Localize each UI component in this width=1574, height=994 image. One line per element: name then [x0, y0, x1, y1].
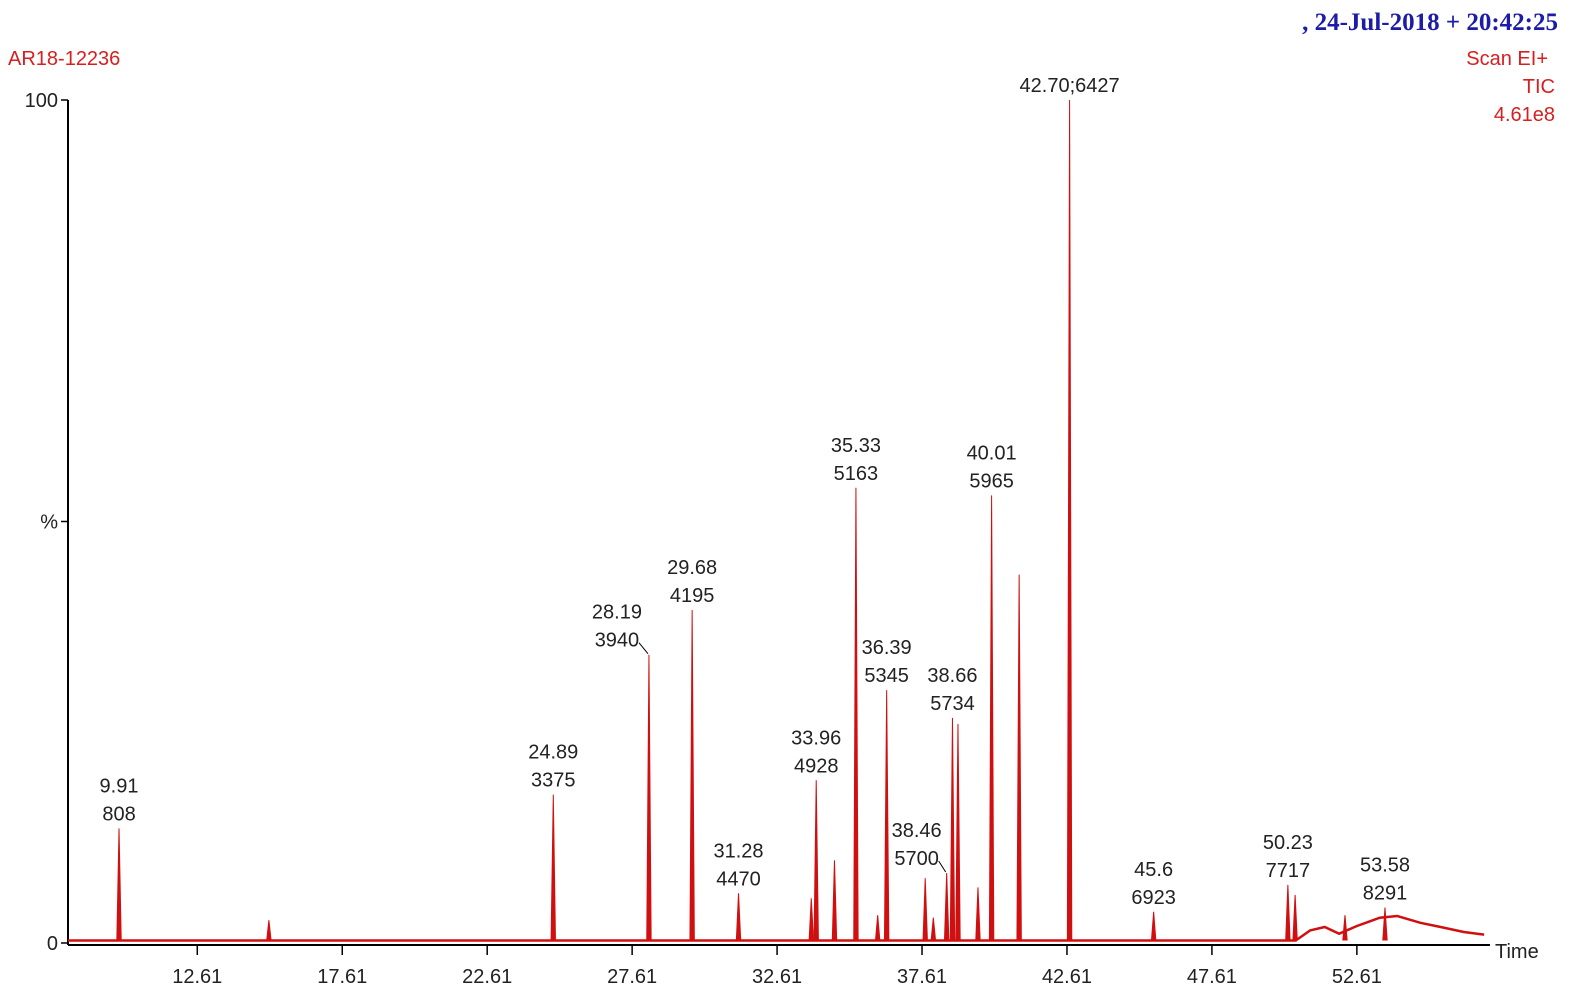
- peak-scan: 3375: [531, 770, 576, 792]
- peak-scan: 6923: [1131, 887, 1176, 909]
- peak-scan: 8291: [1363, 883, 1408, 905]
- peak-rt: 24.89: [528, 742, 578, 764]
- sample-id: AR18-12236: [8, 48, 120, 70]
- peak-scan: 5700: [894, 848, 939, 870]
- peak: [949, 717, 956, 941]
- peak: [646, 654, 652, 941]
- peak-rt: 38.46: [892, 820, 942, 842]
- max-intensity: 4.61e8: [1494, 104, 1555, 126]
- leader-line: [938, 860, 947, 873]
- peak: [1292, 894, 1298, 941]
- peak-rt: 28.19: [592, 602, 642, 624]
- peak: [831, 860, 838, 941]
- peak-scan: 4470: [716, 868, 761, 890]
- peak-rt: 50.23: [1263, 832, 1313, 854]
- peak-rt: 33.96: [791, 727, 841, 749]
- peak: [1342, 915, 1348, 941]
- peak: [922, 878, 928, 941]
- peak-rt: 38.66: [927, 665, 977, 687]
- peak: [735, 893, 742, 941]
- peak-rt: 36.39: [862, 637, 912, 659]
- peak: [1066, 99, 1073, 941]
- peak-scan: 5163: [834, 463, 879, 485]
- peak: [955, 723, 961, 941]
- peak-rt: 45.6: [1134, 859, 1173, 881]
- scan-mode: Scan EI+: [1466, 48, 1548, 70]
- peak: [808, 898, 814, 941]
- leader-line: [638, 642, 649, 655]
- peak-scan: 808: [102, 803, 135, 825]
- peak-scan: 6427: [1075, 75, 1120, 97]
- peak: [975, 887, 981, 941]
- baseline-trace: [68, 914, 1485, 942]
- peak-scan: 5345: [864, 665, 909, 687]
- trace-name: TIC: [1523, 76, 1555, 98]
- peak-rt: 31.28: [713, 840, 763, 862]
- peak: [1016, 574, 1022, 941]
- peak-scan: 5965: [969, 470, 1014, 492]
- peak: [930, 917, 937, 941]
- peak-rt: 29.68: [667, 557, 717, 579]
- header: , 24-Jul-2018 + 20:42:25: [1302, 9, 1558, 36]
- peak: [1285, 884, 1291, 941]
- peak-rt: 42.70: [1020, 75, 1070, 97]
- peak: [1150, 911, 1157, 941]
- y-tick-label: 100: [25, 90, 58, 112]
- x-tick-label: 32.61: [752, 966, 802, 988]
- peak-label: 42.70;6427: [1020, 75, 1120, 97]
- peak: [883, 690, 890, 941]
- peak-rt: 9.91: [100, 775, 139, 797]
- x-tick-label: 27.61: [607, 966, 657, 988]
- peak: [116, 828, 122, 941]
- peak-scan: 3940: [595, 630, 640, 652]
- x-tick-label: 12.61: [172, 966, 222, 988]
- peak: [943, 873, 950, 941]
- x-tick-label: 37.61: [897, 966, 947, 988]
- peak-rt: 40.01: [967, 442, 1017, 464]
- y-tick-label: %: [40, 512, 58, 534]
- peak: [1382, 907, 1388, 941]
- peak-separator: ;: [1070, 75, 1076, 97]
- x-tick-label: 47.61: [1187, 966, 1237, 988]
- peak: [550, 794, 556, 941]
- peak-scan: 5734: [930, 693, 975, 715]
- peak-scan: 4195: [670, 585, 715, 607]
- peak-scan: 4928: [794, 755, 839, 777]
- x-axis-label: Time: [1495, 941, 1539, 963]
- x-tick-label: 42.61: [1042, 966, 1092, 988]
- peak: [689, 610, 695, 941]
- y-tick-label: 0: [47, 933, 58, 955]
- peak-rt: 35.33: [831, 435, 881, 457]
- peak: [266, 920, 272, 941]
- peak: [853, 487, 859, 941]
- x-tick-label: 52.61: [1332, 966, 1382, 988]
- peak: [813, 780, 819, 941]
- x-tick-label: 22.61: [462, 966, 512, 988]
- peak: [988, 495, 995, 941]
- peak-scan: 7717: [1266, 860, 1311, 882]
- peak-rt: 53.58: [1360, 855, 1410, 877]
- x-tick-label: 17.61: [317, 966, 367, 988]
- peak: [874, 915, 881, 941]
